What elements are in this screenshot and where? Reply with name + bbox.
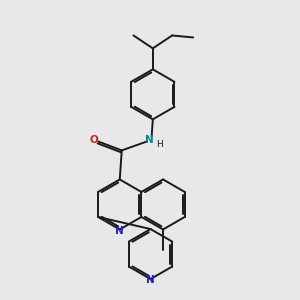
Text: N: N <box>116 226 124 236</box>
Text: O: O <box>89 134 98 145</box>
Text: N: N <box>145 135 154 145</box>
Text: H: H <box>156 140 163 149</box>
Text: N: N <box>146 275 155 285</box>
